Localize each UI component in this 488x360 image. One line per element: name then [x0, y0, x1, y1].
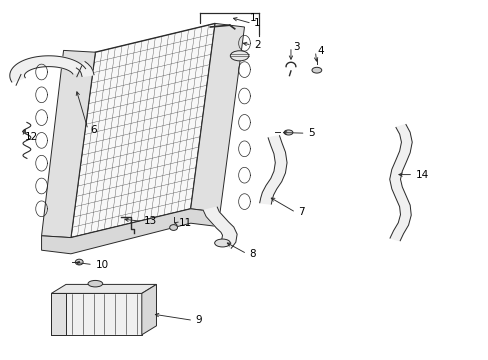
Polygon shape — [389, 125, 411, 241]
Ellipse shape — [214, 239, 230, 247]
Text: 2: 2 — [254, 40, 261, 50]
Polygon shape — [51, 293, 66, 335]
Text: 3: 3 — [293, 42, 300, 52]
Text: 5: 5 — [307, 128, 314, 138]
Polygon shape — [51, 284, 156, 293]
Polygon shape — [51, 293, 142, 335]
Text: 1: 1 — [254, 18, 261, 28]
Ellipse shape — [311, 67, 321, 73]
Polygon shape — [203, 207, 237, 248]
Text: 12: 12 — [24, 132, 38, 142]
Polygon shape — [41, 50, 95, 238]
Text: 13: 13 — [144, 216, 157, 226]
Polygon shape — [76, 62, 94, 76]
Polygon shape — [142, 284, 156, 335]
Ellipse shape — [284, 130, 292, 135]
Text: 9: 9 — [195, 315, 202, 325]
Text: 1: 1 — [249, 13, 256, 23]
Ellipse shape — [230, 51, 248, 61]
Text: 4: 4 — [317, 46, 324, 56]
Polygon shape — [259, 136, 286, 204]
Polygon shape — [41, 209, 220, 254]
Text: 10: 10 — [95, 260, 108, 270]
Text: 6: 6 — [90, 125, 97, 135]
Text: 7: 7 — [298, 207, 305, 217]
Polygon shape — [71, 23, 215, 238]
Text: 14: 14 — [415, 170, 428, 180]
Ellipse shape — [75, 259, 83, 265]
Ellipse shape — [88, 280, 102, 287]
Ellipse shape — [169, 225, 177, 230]
Polygon shape — [190, 23, 244, 212]
Text: 11: 11 — [178, 218, 191, 228]
Text: 8: 8 — [249, 249, 256, 259]
Polygon shape — [10, 56, 85, 82]
